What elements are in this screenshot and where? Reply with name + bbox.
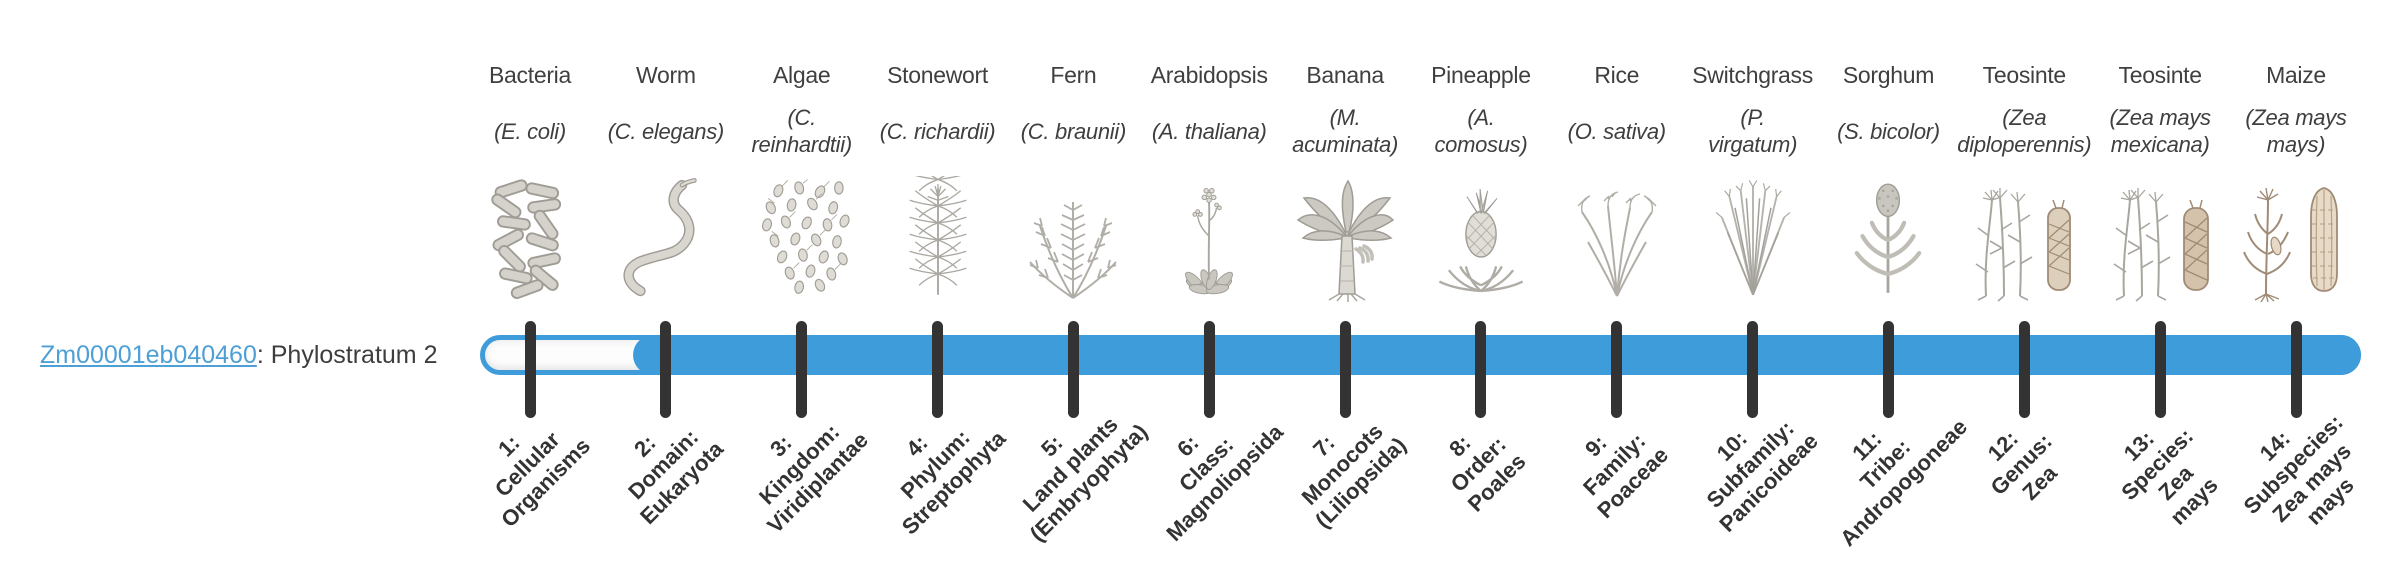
pineapple-illustration <box>1438 188 1524 293</box>
species-scientific-name-teosinte-diploperennis: (Zea diploperennis) <box>1957 105 2092 157</box>
stage-label-2: 2: Domain: Eukaryota <box>623 424 728 530</box>
teosinte-mexicana-illustration <box>2113 187 2210 302</box>
species-common-name-worm: Worm <box>635 62 696 88</box>
stage-label-10: 10: Subfamily: Panicoideae <box>1701 415 1823 537</box>
species-scientific-name-worm: (C. elegans) <box>607 118 725 144</box>
gene-id-link[interactable]: Zm00001eb040460 <box>40 341 257 369</box>
stage-label-8: 8: Order: Poales <box>1444 430 1531 517</box>
stage-tick-3 <box>796 321 808 418</box>
species-illustration-slot-teosinte-mexicana <box>2085 174 2235 302</box>
worm-illustration <box>623 178 697 297</box>
species-illustration-slot-pineapple <box>1406 174 1556 302</box>
stage-label-9: 9: Family: Poaceae <box>1577 428 1673 524</box>
species-scientific-name-fern: (C. braunii) <box>1020 118 1127 144</box>
species-illustration-slot-sorghum <box>1813 174 1963 302</box>
stage-tick-5 <box>1067 321 1079 418</box>
species-illustration-slot-bacteria <box>455 174 605 302</box>
stage-tick-6 <box>1203 321 1215 418</box>
species-illustration-slot-arabidopsis <box>1134 174 1284 302</box>
species-common-name-bacteria: Bacteria <box>489 62 571 88</box>
species-common-name-arabidopsis: Arabidopsis <box>1150 62 1268 88</box>
arabidopsis-illustration <box>1185 188 1234 295</box>
species-common-name-sorghum: Sorghum <box>1842 62 1935 88</box>
stage-tick-4 <box>932 321 944 418</box>
species-scientific-name-bacteria: (E. coli) <box>494 118 566 144</box>
species-scientific-name-maize: (Zea mays mays) <box>2245 105 2347 157</box>
species-scientific-name-arabidopsis: (A. thaliana) <box>1151 118 1267 144</box>
species-illustration-slot-worm <box>591 174 741 302</box>
stage-tick-10 <box>1747 321 1759 418</box>
teosinte-diploperennis-illustration <box>1975 188 2072 302</box>
stage-label-1: 1: Cellular Organisms <box>489 426 596 533</box>
species-scientific-name-sorghum: (S. bicolor) <box>1837 118 1940 144</box>
species-scientific-name-stonewort: (C. richardii) <box>879 118 996 144</box>
species-common-name-stonewort: Stonewort <box>887 62 988 88</box>
stage-tick-7 <box>1339 321 1351 418</box>
species-scientific-name-switchgrass: (P. virgatum) <box>1708 105 1798 157</box>
stage-tick-8 <box>1475 321 1487 418</box>
switchgrass-illustration <box>1715 180 1790 296</box>
stage-tick-9 <box>1611 321 1623 418</box>
stage-label-4: 4: Phylum: Streptophyta <box>895 424 1010 540</box>
stage-tick-2 <box>660 321 672 418</box>
species-common-name-teosinte-diploperennis: Teosinte <box>1982 62 2067 88</box>
species-illustration-slot-switchgrass <box>1678 174 1828 302</box>
species-common-name-pineapple: Pineapple <box>1431 62 1531 88</box>
species-illustration-slot-fern <box>998 174 1148 302</box>
species-illustration-slot-stonewort <box>863 174 1013 302</box>
stage-label-13: 13: Species: Zea mays <box>2116 423 2223 530</box>
fern-illustration <box>1029 202 1118 299</box>
gene-phylostratum-text: : Phylostratum 2 <box>256 341 438 369</box>
species-scientific-name-pineapple: (A. comosus) <box>1434 105 1528 157</box>
species-scientific-name-teosinte-mexicana: (Zea mays mexicana) <box>2109 105 2212 157</box>
species-illustration-slot-maize <box>2221 174 2371 302</box>
stage-label-7: 7: Monocots (Liliopsida) <box>1296 418 1411 533</box>
species-common-name-maize: Maize <box>2266 62 2326 88</box>
maize-illustration <box>2243 187 2338 302</box>
species-common-name-switchgrass: Switchgrass <box>1692 62 1813 88</box>
stage-label-12: 12: Genus: Zea <box>1983 425 2063 505</box>
rice-illustration <box>1577 191 1657 297</box>
species-common-name-banana: Banana <box>1306 62 1384 88</box>
sorghum-illustration <box>1855 183 1922 293</box>
stage-label-3: 3: Kingdom: Viridiplantae <box>753 419 873 538</box>
bacteria-illustration <box>491 179 562 299</box>
species-common-name-fern: Fern <box>1050 62 1097 88</box>
algae-illustration <box>761 179 850 294</box>
species-illustration-slot-banana <box>1270 174 1420 302</box>
stage-tick-1 <box>524 321 536 418</box>
banana-illustration <box>1296 179 1395 302</box>
species-illustration-slot-algae <box>727 174 877 302</box>
gene-label: Zm00001eb040460: Phylostratum 2 <box>40 335 438 375</box>
stage-label-14: 14: Subspecies: Zea mays mays <box>2238 409 2359 530</box>
stage-tick-12 <box>2018 321 2030 418</box>
species-scientific-name-rice: (O. sativa) <box>1567 118 1666 144</box>
species-scientific-name-algae: (C. reinhardtii) <box>751 105 853 157</box>
species-illustration-slot-teosinte-diploperennis <box>1949 174 2099 302</box>
phylostratum-bar-fill <box>633 335 2361 375</box>
species-common-name-teosinte-mexicana: Teosinte <box>2118 62 2203 88</box>
stage-tick-11 <box>1882 321 1894 418</box>
species-common-name-rice: Rice <box>1594 62 1640 88</box>
stage-tick-13 <box>2154 321 2166 418</box>
stage-tick-14 <box>2290 321 2302 418</box>
stonewort-illustration <box>908 176 967 295</box>
species-illustration-slot-rice <box>1542 174 1692 302</box>
species-common-name-algae: Algae <box>773 62 831 88</box>
species-scientific-name-banana: (M. acuminata) <box>1292 105 1398 157</box>
